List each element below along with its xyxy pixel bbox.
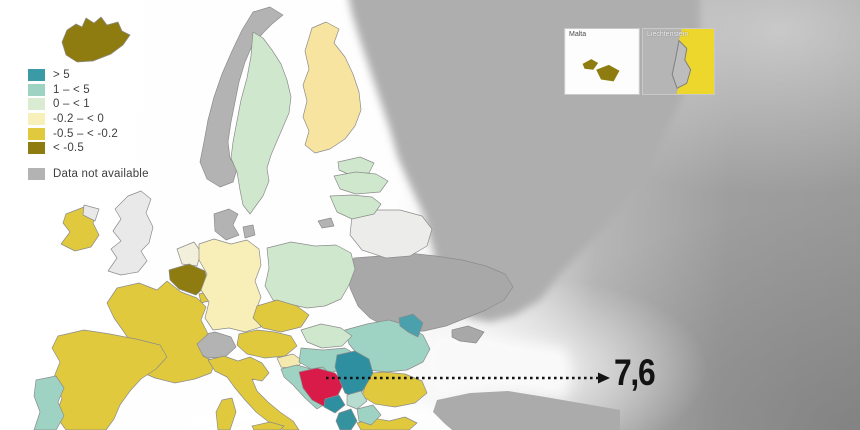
- country-ukraine: [347, 252, 514, 333]
- inset-liechtenstein: Liechtenstein: [642, 28, 715, 95]
- country-sweden: [230, 31, 292, 215]
- liechtenstein-shape: [671, 39, 692, 89]
- country-sicily: [251, 421, 285, 430]
- country-corsica-sardinia: [215, 397, 237, 430]
- legend-swatch: [28, 142, 45, 155]
- country-portugal: [33, 375, 65, 430]
- legend-item-1to5: 1 – < 5: [28, 83, 149, 98]
- inset-malta: Malta: [564, 28, 640, 95]
- legend-label: -0.2 – < 0: [53, 113, 104, 126]
- country-estonia: [337, 156, 375, 175]
- legend-swatch: [28, 127, 45, 140]
- country-turkey: [433, 391, 620, 430]
- country-austria: [236, 329, 298, 359]
- legend-swatch: [28, 83, 45, 96]
- malta-island-shape: [596, 64, 620, 82]
- country-belarus: [349, 209, 433, 259]
- legend-label: > 5: [53, 69, 70, 82]
- gozo-island-shape: [582, 59, 599, 70]
- legend-item-ltneg05: < -0.5: [28, 141, 149, 156]
- country-germany: [198, 238, 262, 333]
- legend-swatch: [28, 113, 45, 126]
- country-iceland: [61, 16, 131, 63]
- country-finland: [302, 21, 362, 154]
- country-kosovo: [346, 390, 368, 410]
- country-uk: [107, 190, 154, 276]
- legend-label: < -0.5: [53, 142, 84, 155]
- legend-item-neg05toneg02: -0.5 – < -0.2: [28, 126, 149, 141]
- legend-item-gt5: > 5: [28, 68, 149, 83]
- annotation-arrowhead: [598, 372, 610, 384]
- inset-liechtenstein-map: [643, 29, 714, 94]
- legend-item-no-data: Data not available: [28, 167, 149, 182]
- annotation-value: 7,6: [614, 352, 656, 393]
- legend-label: -0.5 – < -0.2: [53, 127, 118, 140]
- country-albania: [335, 408, 358, 430]
- country-italy: [207, 355, 300, 430]
- legend-swatch: [28, 69, 45, 82]
- country-montenegro: [323, 394, 346, 414]
- legend-item-0to1: 0 – < 1: [28, 97, 149, 112]
- country-denmark-island: [242, 224, 256, 239]
- country-moldova: [398, 313, 424, 338]
- inset-malta-label: Malta: [569, 31, 587, 38]
- country-bulgaria: [360, 371, 428, 408]
- legend-label: Data not available: [53, 167, 149, 180]
- inset-liechtenstein-label: Liechtenstein: [647, 31, 689, 38]
- country-netherlands: [176, 241, 202, 267]
- black-sea: [424, 332, 572, 399]
- legend-swatch: [28, 167, 45, 180]
- country-spain: [51, 329, 168, 430]
- country-north-macedonia: [356, 404, 382, 426]
- inset-malta-background: [565, 29, 639, 94]
- country-czechia: [252, 299, 310, 333]
- country-crimea: [451, 325, 485, 344]
- legend: > 5 1 – < 5 0 – < 1 -0.2 – < 0 -0.5 – < …: [28, 68, 149, 181]
- country-latvia: [333, 171, 389, 195]
- legend-item-neg02to0: -0.2 – < 0: [28, 112, 149, 127]
- country-denmark: [213, 208, 240, 241]
- country-kaliningrad: [317, 217, 335, 229]
- legend-label: 1 – < 5: [53, 83, 90, 96]
- country-slovakia: [300, 323, 353, 349]
- legend-label: 0 – < 1: [53, 98, 90, 111]
- legend-swatch: [28, 98, 45, 111]
- country-lithuania: [329, 194, 382, 220]
- inset-malta-map: [565, 29, 639, 94]
- country-uk-northern-ireland: [82, 204, 100, 222]
- country-poland: [264, 241, 356, 309]
